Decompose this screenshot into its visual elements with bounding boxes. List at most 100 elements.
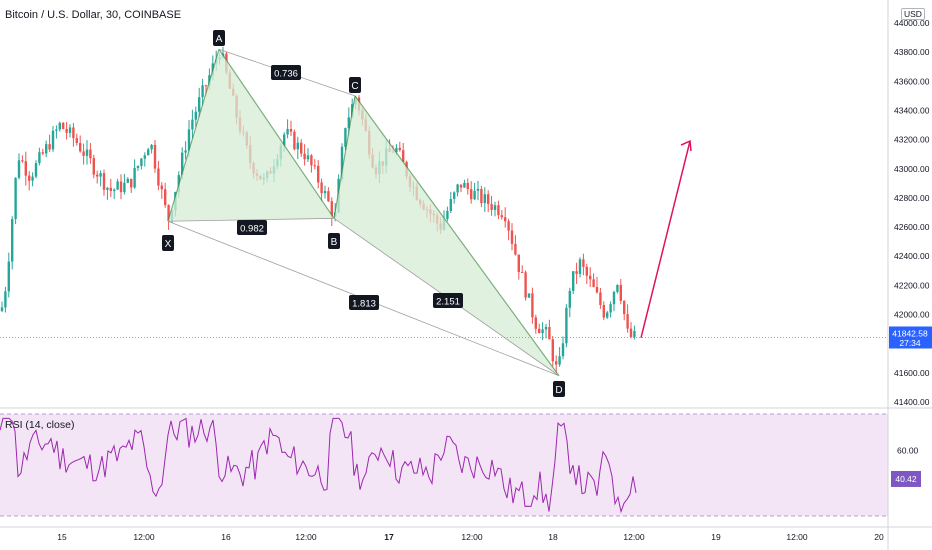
time-tick-label: 19: [711, 532, 721, 542]
candle-body: [123, 182, 126, 193]
candle-body: [96, 174, 99, 177]
price-tick-label: 42600.00: [894, 222, 930, 232]
point-label: C: [351, 81, 358, 92]
candle-body: [82, 151, 85, 156]
candle-body: [538, 328, 541, 334]
candle-body: [470, 189, 473, 200]
candle-body: [51, 130, 55, 150]
candle-body: [578, 259, 582, 274]
pattern-leg: [333, 95, 356, 219]
candle-body: [147, 149, 150, 156]
candle-body: [320, 182, 323, 194]
candle-body: [286, 128, 289, 135]
candle-body: [534, 317, 537, 329]
candle-body: [398, 147, 401, 151]
candle-body: [524, 272, 527, 298]
candle-body: [347, 117, 350, 129]
candle-body: [133, 167, 136, 188]
candle-body: [514, 243, 517, 255]
candle-body: [575, 271, 578, 274]
pattern-leg: [354, 95, 560, 377]
candle-body: [504, 217, 507, 222]
candle-body: [317, 165, 320, 183]
candle-body: [626, 314, 629, 329]
candle-body: [493, 205, 497, 210]
price-tick-label: 44000.00: [894, 18, 930, 28]
time-tick-label: 17: [384, 532, 394, 542]
candle-body: [330, 201, 333, 217]
price-tick-label: 43000.00: [894, 164, 930, 174]
ratio-label: 2.151: [436, 297, 460, 308]
candle-body: [592, 279, 595, 287]
candle-body: [585, 266, 588, 276]
time-tick-label: 20: [874, 532, 884, 542]
candle-body: [68, 127, 72, 133]
candle-body: [558, 356, 561, 365]
candle-body: [4, 291, 7, 308]
candle-body: [153, 144, 157, 169]
candle-body: [616, 284, 619, 292]
candle-body: [7, 261, 10, 292]
candle-body: [340, 146, 344, 179]
candle-body: [0, 307, 4, 311]
ratio-label: 0.982: [240, 224, 264, 235]
point-label: D: [555, 385, 562, 396]
candle-body: [544, 326, 548, 330]
candle-body: [487, 194, 490, 205]
projection-arrowhead: [680, 139, 692, 152]
candle-body: [548, 326, 551, 340]
last-price-badge: [889, 326, 932, 349]
currency-label[interactable]: USD: [901, 8, 925, 20]
time-tick-label: 16: [221, 532, 231, 542]
last-price-value: 41842.58: [892, 328, 928, 338]
candle-body: [453, 192, 456, 199]
candle-body: [62, 122, 65, 129]
price-tick-label: 42400.00: [894, 251, 930, 261]
candle-body: [476, 188, 480, 191]
candle-body: [143, 155, 146, 159]
candle-body: [521, 272, 524, 274]
candle-body: [500, 215, 503, 218]
price-tick-label: 43800.00: [894, 47, 930, 57]
candle-body: [17, 160, 21, 178]
price-tick-label: 43200.00: [894, 135, 930, 145]
pattern-leg: [218, 48, 335, 219]
ratio-label: 1.813: [352, 299, 376, 310]
rsi-band: [0, 414, 888, 516]
candle-body: [582, 259, 585, 267]
candle-body: [194, 111, 197, 120]
price-tick-label: 43400.00: [894, 105, 930, 115]
candle-body: [306, 155, 310, 160]
candle-body: [21, 160, 24, 162]
time-tick-label: 15: [57, 532, 67, 542]
time-tick-label: 12:00: [295, 532, 317, 542]
candle-body: [58, 122, 61, 130]
candle-body: [589, 275, 592, 280]
rsi-tick-label: 60.00: [897, 445, 919, 455]
candle-body: [106, 187, 109, 190]
xab-triangle: [168, 49, 334, 222]
candle-body: [527, 293, 531, 298]
candle-body: [119, 181, 123, 193]
candle-body: [296, 142, 299, 150]
candle-body: [72, 127, 75, 139]
ratio-label-bg: [237, 220, 267, 235]
price-tick-label: 42800.00: [894, 193, 930, 203]
candle-body: [65, 128, 68, 133]
price-tick-label: 41400.00: [894, 397, 930, 407]
candle-body: [449, 198, 452, 211]
rsi-value: 40.42: [895, 474, 917, 484]
candle-body: [555, 361, 558, 365]
candle-body: [157, 168, 160, 186]
candle-body: [623, 300, 626, 315]
candle-body: [201, 85, 204, 98]
candle-body: [167, 205, 170, 221]
candle-body: [599, 292, 602, 305]
candle-body: [303, 153, 306, 160]
candle-body: [24, 161, 27, 176]
candle-body: [126, 178, 129, 183]
candle-body: [327, 191, 330, 202]
candle-body: [497, 205, 500, 216]
price-tick-label: 41600.00: [894, 368, 930, 378]
